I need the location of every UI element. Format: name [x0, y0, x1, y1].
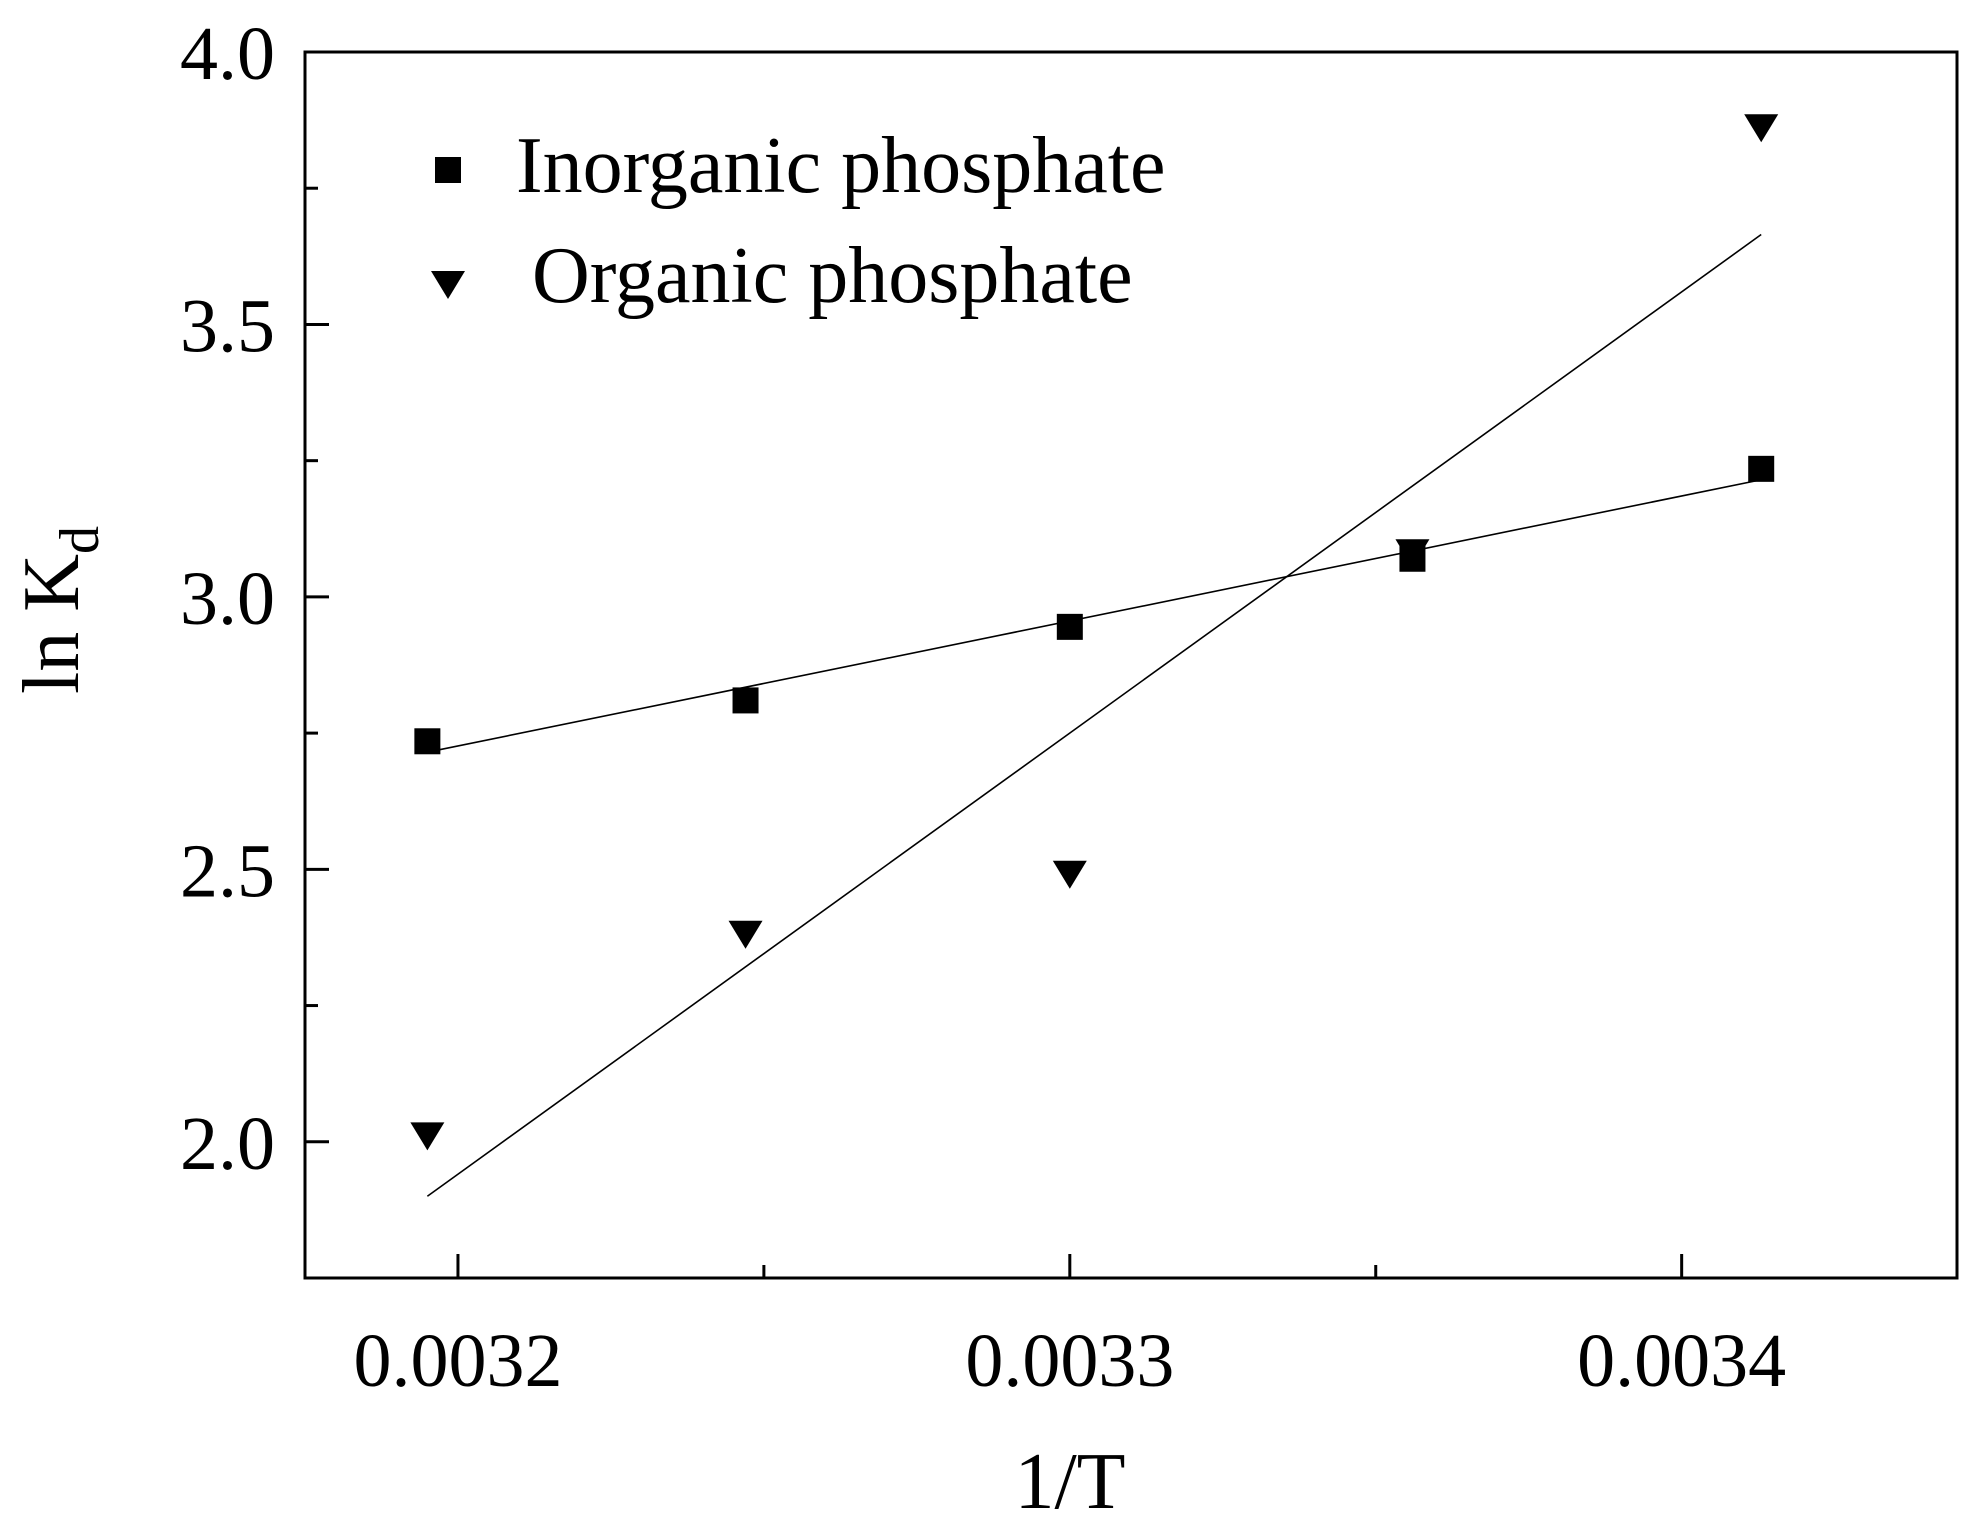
y-tick-label: 3.5 [180, 284, 275, 368]
legend-marker-inorganic [435, 157, 461, 183]
data-point-organic [1395, 539, 1430, 568]
fit-lines [426, 233, 1762, 1197]
plot-frame [303, 50, 1959, 1280]
y-axis-title-main: ln K [8, 554, 96, 694]
x-tick-label: 0.0033 [965, 1319, 1174, 1403]
data-point-inorganic [732, 687, 759, 714]
y-tick-label: 4.0 [180, 12, 275, 96]
fit-line-organic [426, 233, 1762, 1197]
data-point-inorganic [1748, 455, 1775, 482]
y-tick-label: 3.0 [180, 557, 275, 641]
x-tick-label: 0.0034 [1577, 1319, 1786, 1403]
tick-labels: 0.0032 0.0033 0.0034 2.0 2.5 3.0 3.5 4.0 [180, 12, 1786, 1403]
legend: Inorganic phosphate Organic phosphate [431, 122, 1165, 320]
data-point-inorganic [1056, 613, 1083, 640]
legend-marker-organic [431, 271, 465, 299]
data-point-organic [728, 920, 763, 949]
y-axis-title-subscript: d [49, 526, 111, 554]
y-tick-label: 2.0 [180, 1102, 275, 1186]
x-axis-title: 1/T [1014, 1438, 1125, 1521]
data-point-inorganic [414, 728, 441, 755]
fit-line-inorganic [427, 478, 1762, 753]
data-point-organic [1744, 114, 1779, 143]
legend-label-organic: Organic phosphate [532, 232, 1133, 320]
legend-triangle-marker [431, 271, 465, 299]
data-points [410, 114, 1779, 1151]
legend-square-marker [435, 157, 461, 183]
legend-label-inorganic: Inorganic phosphate [516, 122, 1165, 210]
y-axis-title: ln Kd [8, 526, 111, 694]
y-tick-label: 2.5 [180, 829, 275, 913]
x-tick-label: 0.0032 [353, 1319, 562, 1403]
data-point-organic [1052, 860, 1087, 889]
data-point-organic [410, 1122, 445, 1151]
axis-ticks [305, 50, 1684, 1278]
